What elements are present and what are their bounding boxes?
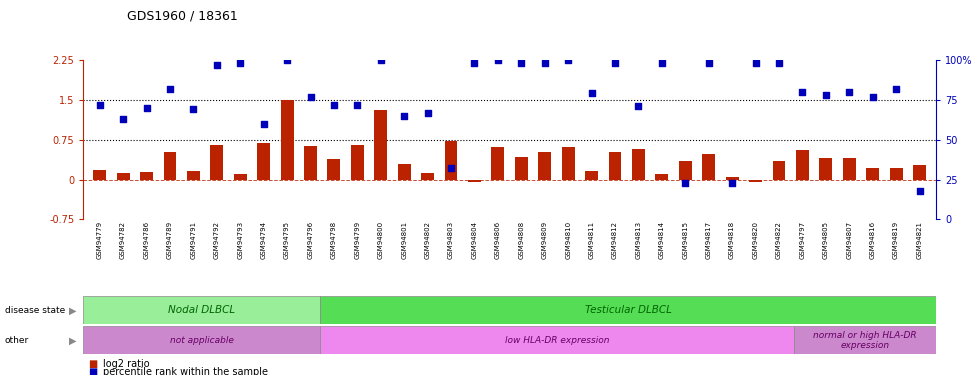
- Point: [795, 89, 810, 95]
- Bar: [703, 154, 715, 180]
- Point: [396, 113, 412, 119]
- Point: [677, 180, 693, 186]
- Bar: [445, 141, 458, 180]
- Bar: [234, 174, 247, 180]
- Point: [419, 110, 435, 116]
- Bar: [632, 149, 645, 180]
- Bar: [304, 146, 317, 180]
- Bar: [421, 172, 434, 180]
- Point: [537, 60, 553, 66]
- Point: [162, 86, 177, 92]
- Point: [864, 94, 880, 100]
- Point: [608, 60, 623, 66]
- Point: [771, 60, 787, 66]
- Point: [92, 102, 108, 108]
- Text: Nodal DLBCL: Nodal DLBCL: [169, 305, 235, 315]
- Point: [256, 121, 271, 127]
- Point: [326, 102, 342, 108]
- Bar: [140, 172, 153, 180]
- Point: [911, 188, 927, 194]
- Bar: [585, 171, 598, 180]
- Bar: [913, 165, 926, 180]
- Bar: [83, 326, 320, 354]
- Bar: [514, 157, 528, 180]
- Point: [279, 57, 295, 63]
- Point: [350, 102, 366, 108]
- Bar: [320, 326, 794, 354]
- Bar: [468, 180, 481, 182]
- Point: [116, 116, 131, 122]
- Point: [888, 86, 904, 92]
- Point: [561, 57, 576, 63]
- Text: disease state: disease state: [5, 306, 65, 315]
- Point: [842, 89, 858, 95]
- Point: [373, 57, 389, 63]
- Bar: [280, 100, 294, 180]
- Bar: [320, 296, 936, 324]
- Bar: [257, 143, 270, 180]
- Bar: [562, 147, 574, 180]
- Point: [654, 60, 669, 66]
- Point: [630, 103, 646, 109]
- Point: [514, 60, 529, 66]
- Point: [748, 60, 763, 66]
- Point: [443, 165, 459, 171]
- Text: percentile rank within the sample: percentile rank within the sample: [103, 367, 268, 375]
- Text: GDS1960 / 18361: GDS1960 / 18361: [127, 9, 238, 22]
- Bar: [538, 152, 551, 180]
- Text: not applicable: not applicable: [170, 336, 233, 345]
- Bar: [866, 168, 879, 180]
- Point: [303, 94, 318, 100]
- Bar: [843, 158, 856, 180]
- Text: log2 ratio: log2 ratio: [103, 359, 150, 369]
- Text: ▶: ▶: [69, 335, 76, 345]
- Bar: [327, 159, 340, 180]
- Bar: [93, 170, 106, 180]
- Point: [185, 106, 201, 112]
- Point: [584, 90, 600, 96]
- Bar: [491, 147, 505, 180]
- Point: [139, 105, 155, 111]
- Bar: [374, 111, 387, 180]
- Point: [232, 60, 248, 66]
- Point: [466, 60, 482, 66]
- Bar: [796, 150, 808, 180]
- Bar: [117, 173, 129, 180]
- Bar: [679, 161, 692, 180]
- Point: [209, 62, 224, 68]
- Bar: [819, 158, 832, 180]
- Text: ■: ■: [88, 367, 97, 375]
- Bar: [794, 326, 936, 354]
- Bar: [656, 174, 668, 180]
- Bar: [749, 180, 762, 182]
- Bar: [890, 168, 903, 180]
- Bar: [351, 145, 364, 180]
- Text: normal or high HLA-DR
expression: normal or high HLA-DR expression: [813, 331, 916, 350]
- Point: [490, 57, 506, 63]
- Bar: [725, 177, 739, 180]
- Point: [701, 60, 716, 66]
- Point: [818, 92, 834, 98]
- Text: ▶: ▶: [69, 305, 76, 315]
- Bar: [187, 171, 200, 180]
- Text: low HLA-DR expression: low HLA-DR expression: [505, 336, 610, 345]
- Bar: [83, 296, 320, 324]
- Bar: [609, 152, 621, 180]
- Point: [724, 180, 740, 186]
- Text: ■: ■: [88, 359, 97, 369]
- Bar: [772, 161, 785, 180]
- Bar: [398, 164, 411, 180]
- Bar: [211, 145, 223, 180]
- Bar: [164, 152, 176, 180]
- Text: other: other: [5, 336, 29, 345]
- Text: Testicular DLBCL: Testicular DLBCL: [585, 305, 671, 315]
